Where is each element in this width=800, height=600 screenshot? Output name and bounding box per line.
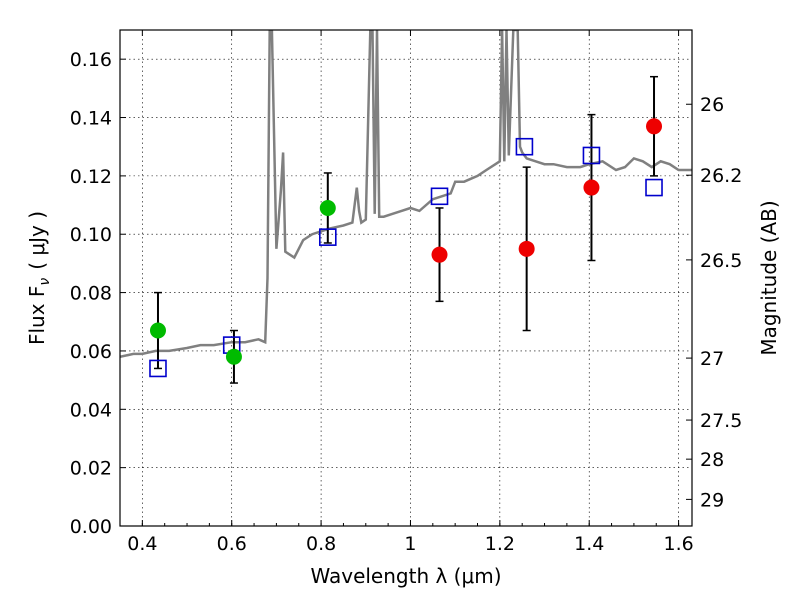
mag-tick-label: 27 bbox=[700, 348, 724, 370]
data-points bbox=[149, 118, 663, 378]
y-tick-label: 0.02 bbox=[70, 458, 112, 480]
y-axis-label-sub: ν bbox=[37, 278, 53, 286]
y-tick-label: 0.08 bbox=[70, 283, 112, 305]
y-axis-label: Flux Fν ( μJy ) bbox=[25, 211, 53, 345]
y-tick-label: 0.12 bbox=[70, 166, 112, 188]
y-tick-label: 0.04 bbox=[70, 399, 112, 421]
red-point bbox=[583, 179, 600, 196]
mag-tick-label: 26.5 bbox=[700, 250, 742, 272]
spectrum-series bbox=[120, 30, 692, 359]
y-tick-label: 0.00 bbox=[70, 516, 112, 538]
grid bbox=[120, 30, 692, 526]
mag-tick-label: 26.2 bbox=[700, 165, 742, 187]
mag-tick-label: 27.5 bbox=[700, 410, 742, 432]
x-tick-label: 1.4 bbox=[574, 533, 604, 555]
y-axis: 0.00 0.02 0.04 0.06 0.08 0.10 0.12 0.14 0.16 bbox=[70, 49, 126, 538]
x-tick-label: 1 bbox=[404, 533, 416, 555]
y-tick-label: 0.06 bbox=[70, 341, 112, 363]
y-tick-label: 0.14 bbox=[70, 108, 112, 130]
y-axis-label-main: Flux F bbox=[25, 286, 49, 345]
spectrum-line bbox=[120, 30, 692, 359]
green-point bbox=[319, 199, 336, 216]
x-tick-label: 1.2 bbox=[485, 533, 515, 555]
red-point bbox=[518, 240, 535, 257]
model-square-point bbox=[318, 228, 337, 246]
model-square-point bbox=[582, 146, 601, 165]
x-tick-label: 1.6 bbox=[663, 533, 693, 555]
x-axis: 0.4 0.6 0.8 1 1.2 1.4 1.6 bbox=[127, 30, 694, 555]
green-point bbox=[225, 348, 242, 365]
x-tick-label: 0.8 bbox=[306, 533, 336, 555]
magnitude-axis: 26 26.2 26.5 27 27.5 28 29 bbox=[686, 94, 742, 511]
model-square-point bbox=[515, 137, 534, 156]
y-tick-label: 0.16 bbox=[70, 49, 112, 71]
x-tick-label: 0.4 bbox=[127, 533, 157, 555]
plot-frame bbox=[119, 29, 693, 527]
x-tick-label: 0.6 bbox=[217, 533, 247, 555]
red-point bbox=[646, 118, 663, 135]
model-square-point bbox=[430, 187, 449, 206]
y2-axis-label: Magnitude (AB) bbox=[757, 200, 781, 355]
model-square-point bbox=[645, 178, 663, 197]
mag-tick-label: 28 bbox=[700, 449, 724, 471]
red-point bbox=[431, 246, 448, 263]
mag-tick-label: 26 bbox=[700, 94, 724, 116]
green-point bbox=[149, 322, 166, 339]
model-square-point bbox=[149, 359, 167, 378]
y-axis-label-unit: ( μJy ) bbox=[25, 211, 49, 270]
x-axis-label: Wavelength λ (μm) bbox=[310, 564, 501, 588]
y-tick-label: 0.10 bbox=[70, 224, 112, 246]
mag-tick-label: 29 bbox=[700, 489, 724, 511]
